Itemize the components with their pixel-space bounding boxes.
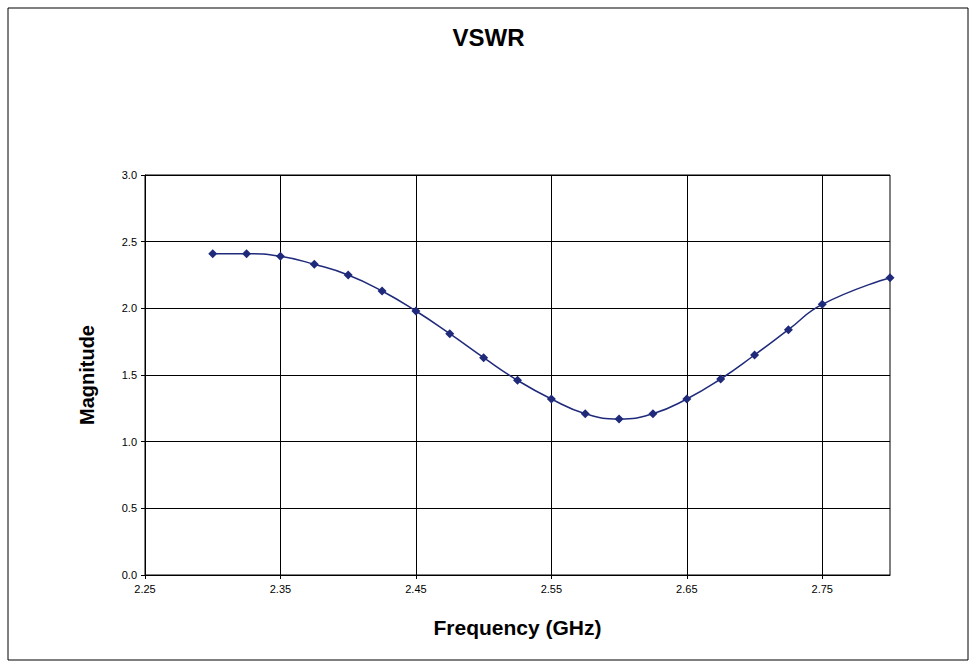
svg-text:1.0: 1.0 xyxy=(122,436,137,448)
svg-text:2.75: 2.75 xyxy=(812,583,833,595)
svg-text:3.0: 3.0 xyxy=(122,169,137,181)
svg-text:2.35: 2.35 xyxy=(270,583,291,595)
svg-text:2.65: 2.65 xyxy=(676,583,697,595)
svg-text:2.55: 2.55 xyxy=(541,583,562,595)
svg-text:Magnitude: Magnitude xyxy=(76,325,98,425)
svg-text:2.0: 2.0 xyxy=(122,302,137,314)
svg-text:Frequency (GHz): Frequency (GHz) xyxy=(433,616,601,639)
svg-text:0.5: 0.5 xyxy=(122,502,137,514)
svg-text:2.45: 2.45 xyxy=(405,583,426,595)
svg-text:2.5: 2.5 xyxy=(122,236,137,248)
svg-text:2.25: 2.25 xyxy=(134,583,155,595)
svg-text:VSWR: VSWR xyxy=(453,24,525,51)
svg-text:1.5: 1.5 xyxy=(122,369,137,381)
svg-text:0.0: 0.0 xyxy=(122,569,137,581)
